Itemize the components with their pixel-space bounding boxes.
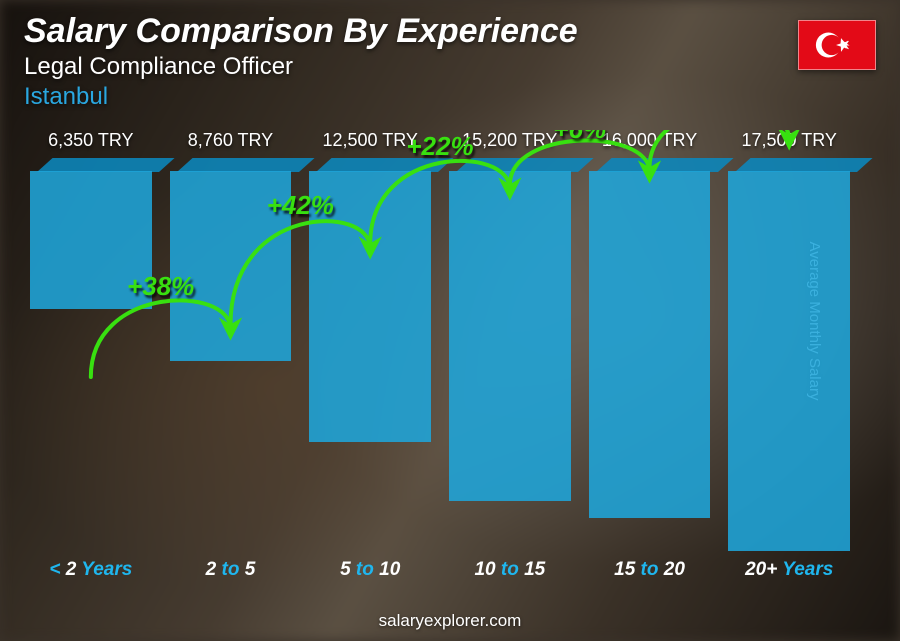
bar-group: 6,350 TRY xyxy=(30,130,152,551)
bar-front-face xyxy=(30,171,152,309)
bar-front-face xyxy=(170,171,292,361)
x-axis-labels: < 2 Years 2 to 5 5 to 10 10 to 15 15 to 20 20… xyxy=(30,559,850,581)
bar-front-face xyxy=(728,171,850,551)
x-axis-label: < 2 Years xyxy=(30,559,152,581)
bar-value-label: 12,500 TRY xyxy=(322,130,417,151)
bar-value-label: 16,000 TRY xyxy=(602,130,697,151)
header: Salary Comparison By Experience Legal Co… xyxy=(24,12,876,111)
bar-group: 15,200 TRY xyxy=(449,130,571,551)
x-axis-label: 20+ Years xyxy=(728,559,850,581)
bar xyxy=(30,157,152,295)
bar-top-face xyxy=(735,158,872,172)
bar-top-face xyxy=(316,158,453,172)
chart-container: Salary Comparison By Experience Legal Co… xyxy=(0,0,900,641)
x-axis-label: 10 to 15 xyxy=(449,559,571,581)
bar-top-face xyxy=(177,158,314,172)
job-title: Legal Compliance Officer xyxy=(24,53,876,81)
location-label: Istanbul xyxy=(24,83,876,111)
bar xyxy=(728,157,850,537)
bar-value-label: 15,200 TRY xyxy=(462,130,557,151)
bar xyxy=(589,157,711,504)
source-credit: salaryexplorer.com xyxy=(0,611,900,631)
bar xyxy=(449,157,571,487)
bar xyxy=(309,157,431,428)
bar-group: 8,760 TRY xyxy=(170,130,292,551)
bar-group: 12,500 TRY xyxy=(309,130,431,551)
bar-group: 16,000 TRY xyxy=(589,130,711,551)
bar xyxy=(170,157,292,347)
country-flag-turkey xyxy=(798,20,876,70)
bar-value-label: 6,350 TRY xyxy=(48,130,133,151)
x-axis-label: 5 to 10 xyxy=(309,559,431,581)
bar-top-face xyxy=(596,158,733,172)
flag-turkey-icon xyxy=(799,21,875,69)
bar-front-face xyxy=(309,171,431,442)
bar-value-label: 17,500 TRY xyxy=(741,130,836,151)
x-axis-label: 15 to 20 xyxy=(589,559,711,581)
bar-top-face xyxy=(456,158,593,172)
bar-group: 17,500 TRY xyxy=(728,130,850,551)
bar-top-face xyxy=(37,158,174,172)
bar-value-label: 8,760 TRY xyxy=(188,130,273,151)
bar-front-face xyxy=(589,171,711,518)
bar-chart: 6,350 TRY 8,760 TRY 12,500 TRY 15,200 TR… xyxy=(30,130,850,581)
x-axis-label: 2 to 5 xyxy=(170,559,292,581)
bars-area: 6,350 TRY 8,760 TRY 12,500 TRY 15,200 TR… xyxy=(30,130,850,551)
bar-front-face xyxy=(449,171,571,501)
page-title: Salary Comparison By Experience xyxy=(24,12,876,51)
